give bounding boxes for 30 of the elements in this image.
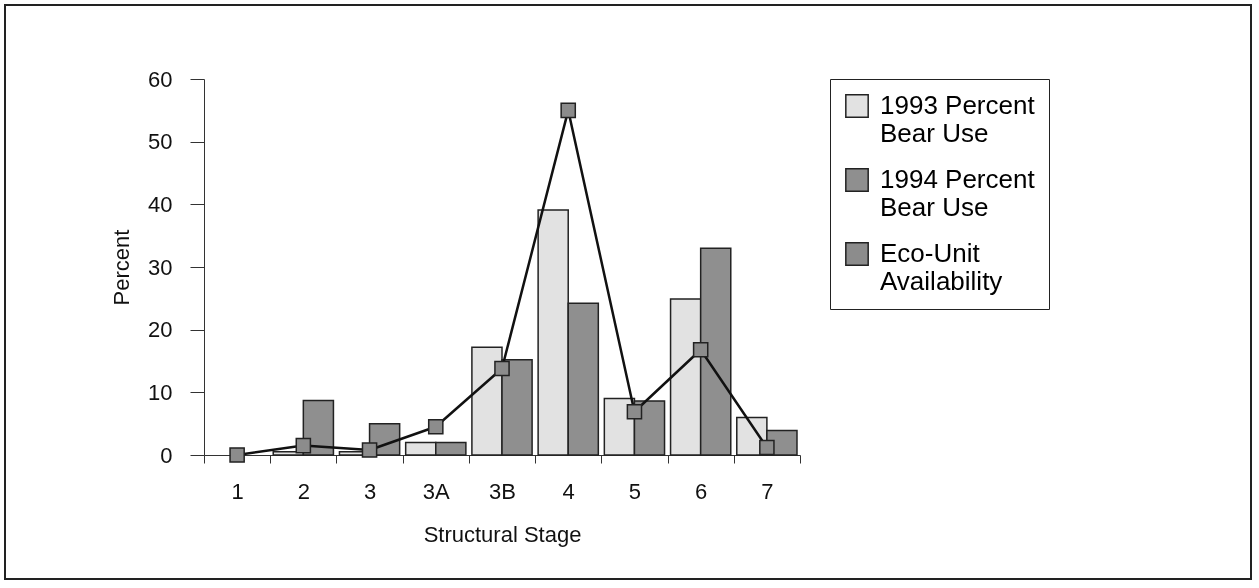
point	[626, 403, 643, 420]
point	[361, 442, 378, 458]
y-tick-label: 20	[148, 317, 173, 343]
x-tick-label: 6	[695, 478, 708, 504]
y-tick-label: 0	[160, 442, 173, 468]
legend-label: Eco-Unit Availability	[880, 238, 1003, 296]
point	[759, 439, 775, 456]
point	[560, 102, 577, 119]
x-tick-label: 4	[562, 478, 575, 504]
y-axis-title: Percent	[109, 229, 135, 306]
point	[229, 447, 245, 463]
legend-label: 1993 Percent Bear Use	[880, 90, 1036, 148]
legend-label: 1994 Percent Bear Use	[880, 164, 1036, 222]
x-tick-label: 7	[761, 478, 774, 504]
y-tick-label: 30	[148, 254, 173, 280]
x-tick-label: 1	[231, 478, 244, 504]
point	[692, 341, 709, 358]
y-tick-label: 10	[148, 379, 173, 405]
x-tick-label: 3B	[489, 478, 516, 504]
y-tick-label: 60	[148, 66, 173, 92]
x-tick-label: 3	[363, 478, 377, 504]
point	[494, 360, 510, 377]
x-axis-title: Structural Stage	[423, 521, 582, 547]
y-tick-label: 50	[148, 129, 173, 155]
x-tick-label: 5	[628, 478, 642, 504]
point	[295, 437, 312, 454]
point	[427, 418, 444, 435]
y-tick-label: 40	[148, 191, 173, 217]
x-tick-label: 3A	[422, 478, 451, 504]
x-tick-label: 2	[297, 478, 310, 504]
